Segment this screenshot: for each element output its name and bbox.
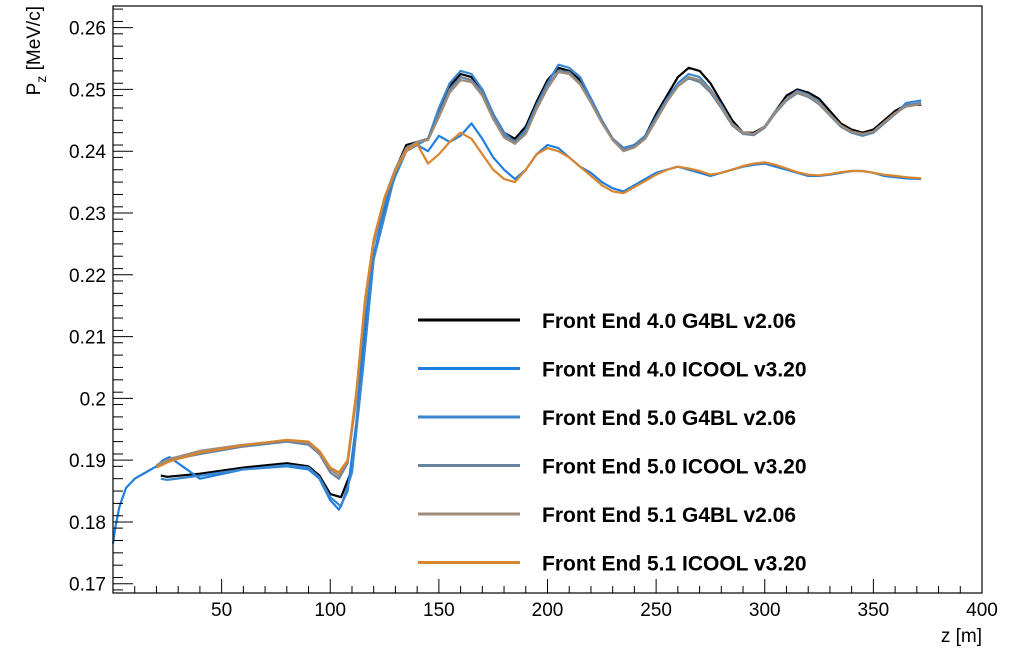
x-axis-label: z [m] — [941, 626, 982, 647]
y-axis-label-unit: [MeV/c] — [24, 6, 45, 76]
legend-label-6: Front End 5.1 ICOOL v3.20 — [542, 553, 807, 576]
series-line-3 — [160, 63, 922, 508]
y-tick-label: 0.2 — [80, 389, 106, 410]
y-tick-label: 0.25 — [69, 80, 106, 101]
y-axis-label-main: P — [24, 83, 45, 96]
y-tick-label: 0.24 — [69, 142, 106, 163]
x-tick-label: 150 — [423, 600, 455, 621]
y-axis-label-sub: z — [33, 76, 49, 83]
series-layer — [111, 63, 922, 544]
y-tick-label: 0.26 — [69, 19, 106, 40]
x-tick-label: 250 — [640, 600, 672, 621]
legend: Front End 4.0 G4BL v2.06 Front End 4.0 IC… — [418, 310, 807, 576]
legend-label-4: Front End 5.0 ICOOL v3.20 — [542, 456, 807, 479]
x-tick-label: 50 — [211, 600, 232, 621]
series-line-6 — [155, 131, 922, 474]
y-tick-label: 0.22 — [69, 266, 106, 287]
legend-label-1: Front End 4.0 G4BL v2.06 — [542, 310, 796, 333]
x-tick-label: 100 — [314, 600, 346, 621]
legend-label-5: Front End 5.1 G4BL v2.06 — [542, 504, 796, 527]
y-tick-label: 0.18 — [69, 513, 106, 534]
x-tick-label: 350 — [858, 600, 890, 621]
y-axis-label: Pz [MeV/c] — [24, 6, 49, 95]
x-tick-label: 300 — [749, 600, 781, 621]
tick-layer: 50 100 150 200 250 300 350 400 0.17 0.18 0.19 0.2 0.… — [69, 8, 998, 621]
y-tick-label: 0.19 — [69, 451, 106, 472]
y-tick-label: 0.23 — [69, 204, 106, 225]
y-tick-label: 0.17 — [69, 575, 106, 596]
legend-label-3: Front End 5.0 G4BL v2.06 — [542, 407, 796, 430]
x-tick-label: 200 — [532, 600, 564, 621]
x-tick-label: 400 — [966, 600, 998, 621]
legend-label-2: Front End 4.0 ICOOL v3.20 — [542, 359, 807, 382]
y-tick-label: 0.21 — [69, 328, 106, 349]
